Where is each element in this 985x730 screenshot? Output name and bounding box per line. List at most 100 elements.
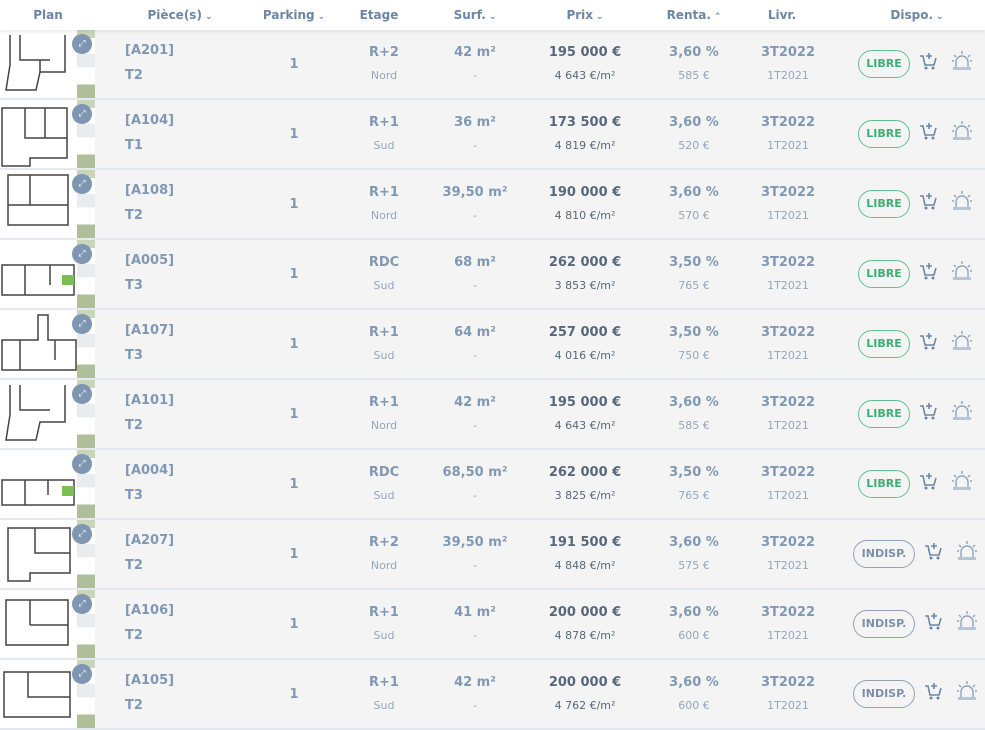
floor-plan-thumbnail[interactable] — [0, 380, 77, 448]
col-livr[interactable]: Livr. — [767, 8, 797, 22]
add-to-cart-icon[interactable] — [923, 680, 943, 702]
lot-ref[interactable]: [A207] — [125, 533, 175, 548]
col-prix[interactable]: Prix ⌄ — [566, 8, 603, 22]
alert-icon[interactable] — [951, 260, 972, 282]
status-badge[interactable]: LIBRE — [858, 120, 910, 148]
status-badge[interactable]: LIBRE — [858, 190, 910, 218]
rentability: 3,60 % — [669, 675, 719, 690]
etage: R+1 — [369, 325, 399, 340]
delivery-secondary: 1T2021 — [767, 489, 809, 502]
table-row[interactable]: ⤢ [A104] T1 1 R+1 Sud 36 m² - 173 500 € … — [0, 100, 985, 170]
parking-count: 1 — [289, 57, 299, 72]
col-renta[interactable]: Renta. ⌃ — [667, 8, 722, 22]
orientation: Nord — [370, 419, 398, 432]
alert-icon[interactable] — [951, 330, 972, 352]
table-row[interactable]: ⤢ [A101] T2 1 R+1 Nord 42 m² - 195 000 €… — [0, 380, 985, 450]
table-row[interactable]: ⤢ [A201] T2 1 R+2 Nord 42 m² - 195 000 €… — [0, 30, 985, 100]
rent: 765 € — [678, 279, 710, 292]
parking-count: 1 — [289, 337, 299, 352]
col-pieces[interactable]: Pièce(s) ⌄ — [148, 8, 213, 22]
rentability: 3,60 % — [669, 185, 719, 200]
add-to-cart-icon[interactable] — [923, 540, 943, 562]
expand-icon[interactable]: ⤢ — [72, 104, 92, 124]
rentability: 3,60 % — [669, 395, 719, 410]
status-badge[interactable]: LIBRE — [858, 470, 910, 498]
lot-ref[interactable]: [A101] — [125, 393, 175, 408]
lot-ref[interactable]: [A107] — [125, 323, 175, 338]
add-to-cart-icon[interactable] — [923, 610, 943, 632]
status-badge[interactable]: LIBRE — [858, 260, 910, 288]
status-badge[interactable]: LIBRE — [858, 50, 910, 78]
col-dispo[interactable]: Dispo. ⌄ — [890, 8, 943, 22]
floor-plan-thumbnail[interactable] — [0, 30, 77, 98]
alert-icon[interactable] — [951, 190, 972, 212]
add-to-cart-icon[interactable] — [918, 120, 938, 142]
table-row[interactable]: ⤢ [A207] T2 1 R+2 Nord 39,50 m² - 191 50… — [0, 520, 985, 590]
add-to-cart-icon[interactable] — [918, 190, 938, 212]
floor-plan-thumbnail[interactable] — [0, 240, 77, 308]
status-badge[interactable]: INDISP. — [853, 610, 915, 638]
expand-icon[interactable]: ⤢ — [72, 244, 92, 264]
col-etage[interactable]: Etage — [359, 8, 399, 22]
lot-ref[interactable]: [A004] — [125, 463, 175, 478]
table-row[interactable]: ⤢ [A005] T3 1 RDC Sud 68 m² - 262 000 € … — [0, 240, 985, 310]
alert-icon[interactable] — [951, 400, 972, 422]
expand-icon[interactable]: ⤢ — [72, 384, 92, 404]
table-row[interactable]: ⤢ [A107] T3 1 R+1 Sud 64 m² - 257 000 € … — [0, 310, 985, 380]
alert-icon[interactable] — [951, 50, 972, 72]
lot-ref[interactable]: [A005] — [125, 253, 175, 268]
expand-icon[interactable]: ⤢ — [72, 454, 92, 474]
expand-icon[interactable]: ⤢ — [72, 314, 92, 334]
lot-ref[interactable]: [A106] — [125, 603, 175, 618]
etage: R+1 — [369, 605, 399, 620]
status-badge[interactable]: LIBRE — [858, 400, 910, 428]
add-to-cart-icon[interactable] — [918, 400, 938, 422]
alert-icon[interactable] — [956, 610, 977, 632]
table-row[interactable]: ⤢ [A004] T3 1 RDC Sud 68,50 m² - 262 000… — [0, 450, 985, 520]
add-to-cart-icon[interactable] — [918, 50, 938, 72]
surface-annex: - — [473, 349, 477, 362]
delivery: 3T2022 — [760, 535, 816, 550]
parking-count: 1 — [289, 197, 299, 212]
delivery: 3T2022 — [760, 255, 816, 270]
col-surf[interactable]: Surf. ⌄ — [454, 8, 497, 22]
floor-plan-thumbnail[interactable] — [0, 170, 77, 238]
status-badge[interactable]: INDISP. — [853, 680, 915, 708]
floor-plan-thumbnail[interactable] — [0, 310, 77, 378]
floor-plan-thumbnail[interactable] — [0, 590, 77, 658]
add-to-cart-icon[interactable] — [918, 330, 938, 352]
etage: R+2 — [369, 45, 399, 60]
table-row[interactable]: ⤢ [A108] T2 1 R+1 Nord 39,50 m² - 190 00… — [0, 170, 985, 240]
status-badge[interactable]: LIBRE — [858, 330, 910, 358]
lot-ref[interactable]: [A201] — [125, 43, 175, 58]
floor-plan-thumbnail[interactable] — [0, 520, 77, 588]
add-to-cart-icon[interactable] — [918, 470, 938, 492]
expand-icon[interactable]: ⤢ — [72, 524, 92, 544]
add-to-cart-icon[interactable] — [918, 260, 938, 282]
expand-icon[interactable]: ⤢ — [72, 174, 92, 194]
floor-plan-thumbnail[interactable] — [0, 450, 77, 518]
floor-plan-thumbnail[interactable] — [0, 100, 77, 168]
delivery: 3T2022 — [760, 45, 816, 60]
expand-icon[interactable]: ⤢ — [72, 664, 92, 684]
table-row[interactable]: ⤢ [A105] T2 1 R+1 Sud 42 m² - 200 000 € … — [0, 660, 985, 730]
chevron-up-icon: ⌃ — [713, 12, 722, 22]
table-row[interactable]: ⤢ [A106] T2 1 R+1 Sud 41 m² - 200 000 € … — [0, 590, 985, 660]
lot-ref[interactable]: [A105] — [125, 673, 175, 688]
alert-icon[interactable] — [956, 540, 977, 562]
price-per-m2: 4 878 €/m² — [554, 629, 616, 642]
delivery-secondary: 1T2021 — [767, 699, 809, 712]
col-parking[interactable]: Parking ⌄ — [263, 8, 325, 22]
status-badge[interactable]: INDISP. — [853, 540, 915, 568]
expand-icon[interactable]: ⤢ — [72, 594, 92, 614]
etage: RDC — [368, 465, 400, 480]
alert-icon[interactable] — [951, 470, 972, 492]
expand-icon[interactable]: ⤢ — [72, 34, 92, 54]
lot-ref[interactable]: [A108] — [125, 183, 175, 198]
etage: R+1 — [369, 675, 399, 690]
alert-icon[interactable] — [956, 680, 977, 702]
floor-plan-thumbnail[interactable] — [0, 660, 77, 728]
lot-type: T2 — [125, 628, 143, 643]
alert-icon[interactable] — [951, 120, 972, 142]
lot-ref[interactable]: [A104] — [125, 113, 175, 128]
